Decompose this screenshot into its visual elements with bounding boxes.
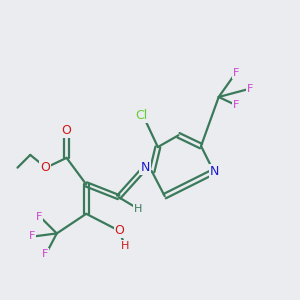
Text: F: F — [247, 84, 253, 94]
Text: F: F — [233, 68, 240, 78]
Text: O: O — [40, 161, 50, 174]
Text: Cl: Cl — [135, 109, 147, 122]
Text: N: N — [140, 161, 150, 174]
Text: F: F — [36, 212, 42, 222]
Text: F: F — [29, 231, 35, 242]
Text: H: H — [121, 241, 130, 251]
Text: F: F — [233, 100, 240, 110]
Text: O: O — [61, 124, 71, 137]
Text: O: O — [115, 224, 124, 237]
Text: N: N — [210, 165, 220, 178]
Text: H: H — [134, 204, 142, 214]
Text: F: F — [42, 249, 48, 259]
